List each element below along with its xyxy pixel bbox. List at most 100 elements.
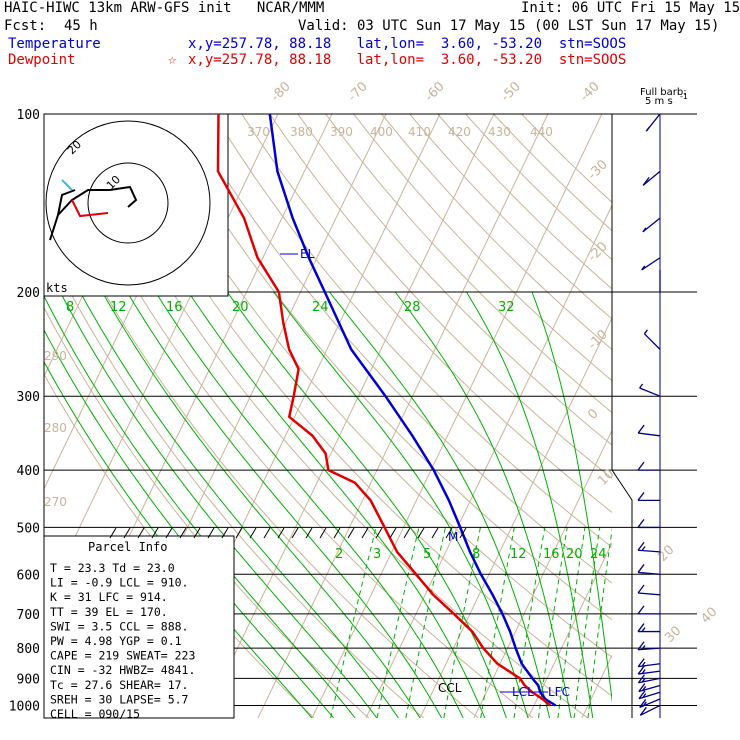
fcst-label: Fcst: bbox=[4, 18, 47, 34]
dry-adiabat-line bbox=[129, 114, 612, 658]
parcel-info-frame bbox=[43, 535, 235, 719]
hodograph-trace-mid bbox=[57, 189, 76, 216]
mixing-ratio-line bbox=[557, 527, 586, 718]
dry-adiabat-line bbox=[101, 114, 612, 697]
parcel-info-row: CAPE = 219 SWEAT= 223 bbox=[50, 649, 195, 663]
parcel-info-row: TT = 39 EL = 170. bbox=[50, 605, 168, 619]
barb-note-exponent: -1 bbox=[680, 92, 688, 101]
dewpoint-profile-line bbox=[216, 114, 552, 707]
annotation-m: M bbox=[448, 530, 458, 544]
wind-barb bbox=[637, 519, 660, 529]
pressure-tick-label: 1000 bbox=[9, 699, 40, 714]
dry-adiabat-lines bbox=[44, 114, 612, 718]
moist-adiabat-line bbox=[188, 291, 486, 718]
wind-barb bbox=[638, 690, 661, 700]
theta-label: 370 bbox=[247, 125, 270, 139]
mixing-ratio-label: 8 bbox=[66, 300, 74, 315]
parcel-info-title: Parcel Info bbox=[88, 540, 167, 554]
dry-adiabat-line bbox=[269, 114, 612, 479]
moist-adiabat-line bbox=[531, 291, 612, 703]
dry-adiabat-line bbox=[73, 114, 589, 718]
dry-adiabat-line bbox=[521, 114, 612, 203]
pressure-tick-label: 400 bbox=[17, 464, 40, 479]
dewpoint-location-info: x,y=257.78, 88.18 lat,lon= 3.60, -53.20 … bbox=[188, 52, 627, 68]
parcel-info-row: SREH = 30 LAPSE= 5.7 bbox=[50, 692, 189, 706]
isotherm-line bbox=[203, 114, 495, 718]
wind-barb bbox=[637, 605, 660, 615]
mixing-ratio-line bbox=[573, 527, 601, 718]
mixing-ratio-label: 8 bbox=[472, 547, 480, 562]
isotherm-label: -40 bbox=[577, 79, 603, 105]
parcel-info-hatch bbox=[109, 527, 467, 539]
theta-label: 440 bbox=[530, 125, 553, 139]
wind-barb bbox=[637, 584, 661, 596]
mixing-ratio-label: 24 bbox=[590, 547, 607, 562]
parcel-info-row: CELL = 090/15 bbox=[50, 707, 140, 721]
mixing-ratio-label: 16 bbox=[166, 300, 183, 315]
isotherm-line bbox=[690, 114, 740, 718]
moist-adiabat-line bbox=[101, 291, 421, 718]
wind-barb bbox=[637, 665, 661, 675]
mixing-ratio-label: 3 bbox=[373, 547, 381, 562]
pressure-tick-label: 600 bbox=[17, 568, 40, 583]
pressure-tick-label: 700 bbox=[17, 608, 40, 623]
mixing-ratio-label: 20 bbox=[232, 300, 249, 315]
parcel-info-row: SWI = 3.5 CCL = 888. bbox=[50, 619, 188, 633]
wind-barb bbox=[637, 641, 661, 651]
dry-adiabat-line bbox=[297, 114, 612, 446]
parcel-info-row: LI = -0.9 LCL = 910. bbox=[50, 576, 188, 590]
hodograph-trace-top bbox=[61, 179, 73, 191]
valid-time: Valid: 03 UTC Sun 17 May 15 (00 LST Sun … bbox=[298, 18, 720, 34]
barb-note-label: Full barb: bbox=[640, 87, 687, 98]
parcel-info-row: PW = 4.98 YGP = 0.1 bbox=[50, 634, 182, 648]
pressure-tick-label: 200 bbox=[17, 286, 40, 301]
wind-barb bbox=[641, 257, 661, 271]
dewpoint-legend-label: Dewpoint bbox=[8, 52, 76, 68]
isotherm-line bbox=[44, 114, 279, 603]
isotherm-line bbox=[419, 316, 612, 718]
dry-adiabat-line bbox=[44, 174, 479, 718]
isotherm-label: 20 bbox=[655, 543, 677, 565]
isotherm-label: -70 bbox=[345, 79, 371, 105]
theta-label: 420 bbox=[448, 125, 471, 139]
wind-barb bbox=[637, 424, 661, 437]
isotherm-label: 30 bbox=[662, 624, 684, 646]
moist-adiabat-line bbox=[394, 291, 572, 718]
wind-barb bbox=[639, 698, 661, 709]
isotherm-line bbox=[311, 114, 603, 718]
theta-label: 290 bbox=[44, 349, 67, 363]
isotherm-line bbox=[636, 114, 740, 718]
mixing-ratio-label: 24 bbox=[312, 300, 329, 315]
moist-adiabat-line bbox=[329, 291, 551, 718]
mixing-ratio-label: 12 bbox=[510, 547, 527, 562]
annotation-el: EL bbox=[300, 247, 315, 261]
wind-barb bbox=[639, 383, 661, 397]
wind-barb bbox=[637, 674, 661, 684]
theta-label: 400 bbox=[370, 125, 393, 139]
moist-adiabat-line bbox=[59, 291, 378, 718]
model-title: HAIC-HIWC 13km ARW-GFS init NCAR/MMM bbox=[4, 0, 325, 16]
isotherm-label: 0 bbox=[585, 406, 601, 422]
moist-adiabat-lines bbox=[44, 291, 612, 718]
mixing-ratio-line bbox=[587, 527, 612, 718]
annotation-ccl: CCL bbox=[438, 681, 462, 695]
parcel-info-row: Tc = 27.6 SHEAR= 17. bbox=[50, 678, 188, 692]
pressure-tick-label: 900 bbox=[17, 672, 40, 687]
plot-frame-right bbox=[44, 113, 633, 718]
fcst-value: 45 h bbox=[64, 18, 98, 34]
pressure-tick-label: 500 bbox=[17, 521, 40, 536]
isotherm-label: -30 bbox=[585, 157, 611, 183]
annotation-lfc: LFC bbox=[548, 685, 570, 699]
isotherm-label: -10 bbox=[585, 327, 611, 353]
wind-barb bbox=[645, 113, 661, 132]
mixing-ratio-label: 28 bbox=[404, 300, 421, 315]
isotherm-line bbox=[473, 429, 612, 718]
isotherm-line bbox=[0, 114, 8, 718]
pressure-tick-label: 800 bbox=[17, 642, 40, 657]
star-icon: ☆ bbox=[168, 52, 177, 68]
moist-adiabat-line bbox=[44, 295, 356, 718]
wind-barb bbox=[637, 491, 660, 502]
